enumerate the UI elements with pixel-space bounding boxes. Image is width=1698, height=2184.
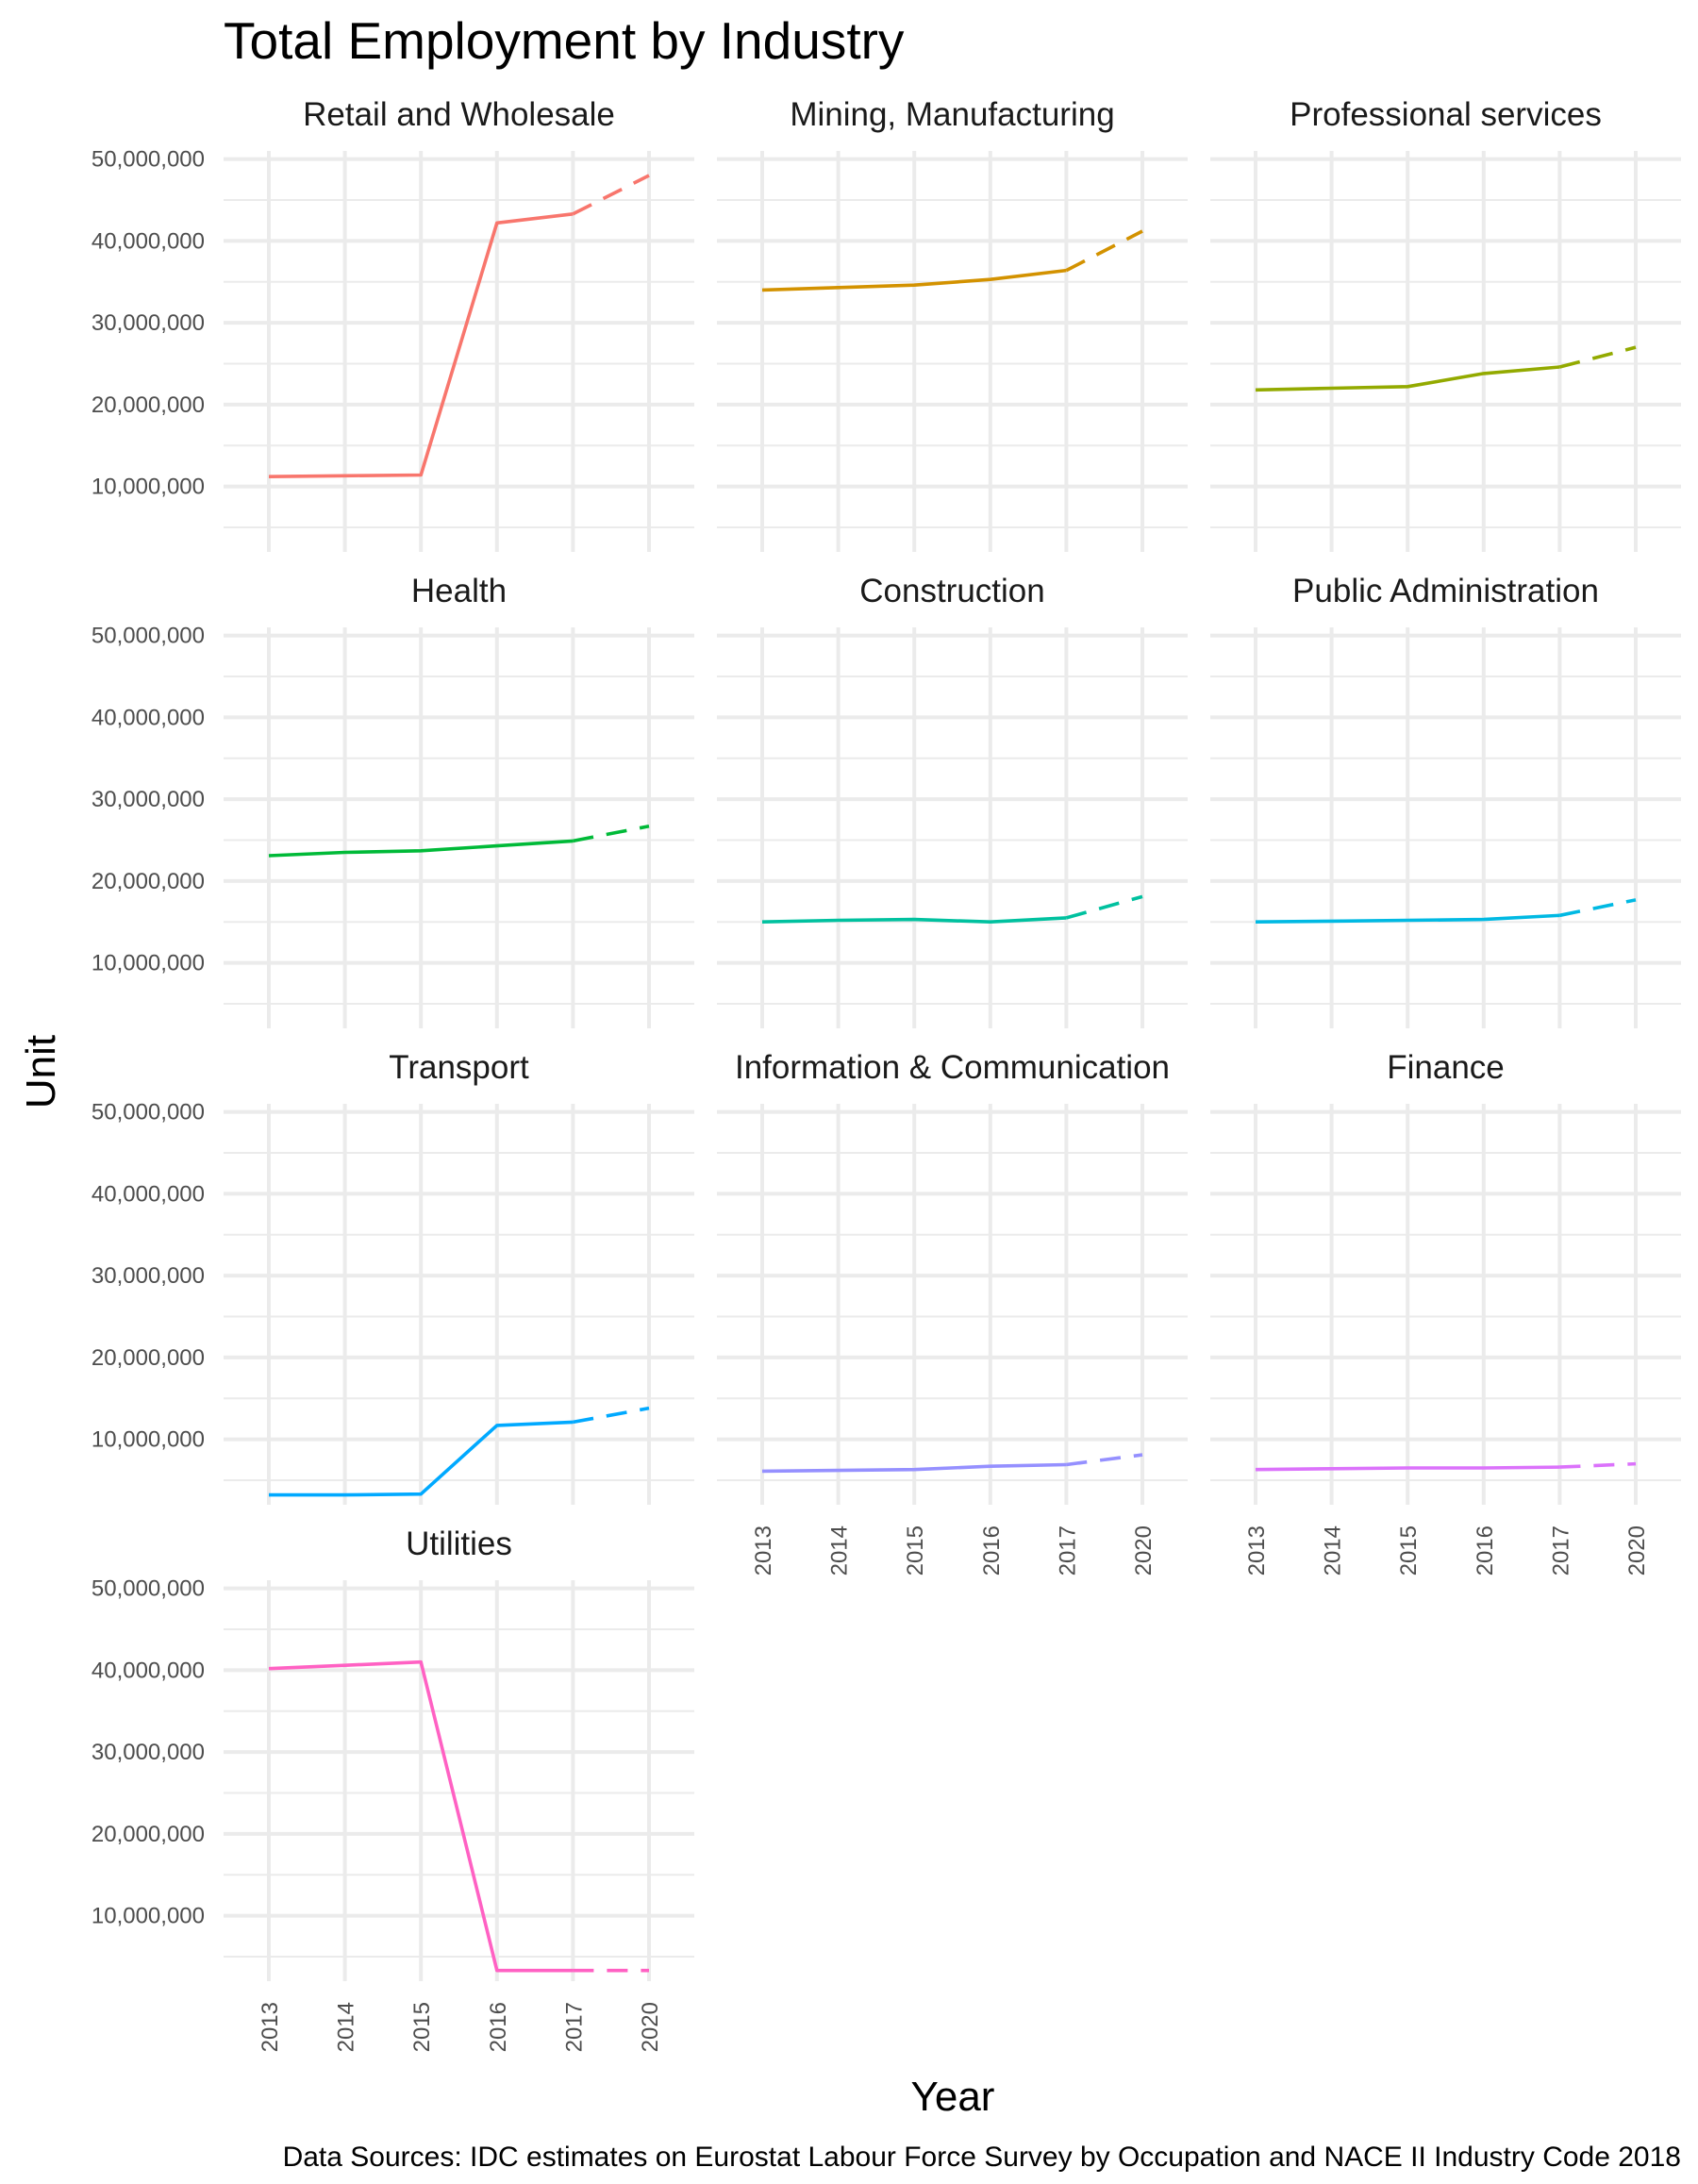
series-line-retail-and-wholesale bbox=[268, 212, 574, 478]
y-tick-label: 20,000,000 bbox=[92, 869, 205, 894]
x-tick-label: 2013 bbox=[258, 2002, 283, 2052]
series-projection-professional-services bbox=[1558, 345, 1637, 369]
y-tick-label: 20,000,000 bbox=[92, 1822, 205, 1847]
facet-title: Finance bbox=[1387, 1049, 1505, 1086]
y-tick-label: 10,000,000 bbox=[92, 1904, 205, 1929]
facet-title: Information & Communication bbox=[735, 1049, 1170, 1086]
x-tick-label: 2015 bbox=[409, 2002, 435, 2052]
x-tick-label: 2013 bbox=[1244, 1525, 1270, 1575]
y-tick-label: 50,000,000 bbox=[92, 624, 205, 649]
x-tick-label: 2020 bbox=[1131, 1525, 1157, 1575]
facet-title: Utilities bbox=[406, 1525, 512, 1562]
series-projection-health bbox=[573, 824, 650, 843]
panel-health: Health 10,000,000 20,000,000 30,000,000 40,0… bbox=[92, 573, 694, 1028]
y-tick-label: 30,000,000 bbox=[92, 1263, 205, 1289]
x-tick-label: 2015 bbox=[903, 1525, 928, 1575]
series-line-information-communication bbox=[761, 1462, 1067, 1474]
y-tick-label: 30,000,000 bbox=[92, 1740, 205, 1765]
x-tick-label: 2014 bbox=[1321, 1525, 1346, 1575]
series-line-public-administration bbox=[1255, 913, 1560, 924]
y-tick-label: 40,000,000 bbox=[92, 705, 205, 730]
y-tick-label: 10,000,000 bbox=[92, 475, 205, 500]
facet-title: Professional services bbox=[1290, 96, 1602, 133]
series-projection-finance bbox=[1559, 1461, 1637, 1469]
series-projection-information-communication bbox=[1066, 1453, 1143, 1467]
x-tick-label: 2014 bbox=[334, 2002, 359, 2052]
panel-utilities: Utilities 10,000,000 20,000,000 30,000,000 4… bbox=[92, 1525, 694, 2052]
series-projection-transport bbox=[573, 1406, 650, 1425]
facet-title: Construction bbox=[859, 573, 1044, 609]
y-tick-label: 50,000,000 bbox=[92, 1576, 205, 1602]
series-projection-retail-and-wholesale bbox=[572, 174, 650, 216]
y-axis-title: Unit bbox=[18, 1035, 64, 1109]
y-tick-label: 40,000,000 bbox=[92, 1658, 205, 1683]
y-tick-label: 40,000,000 bbox=[92, 228, 205, 254]
y-tick-label: 20,000,000 bbox=[92, 392, 205, 418]
facet-title: Retail and Wholesale bbox=[303, 96, 615, 133]
panel-construction: Construction bbox=[717, 573, 1188, 1028]
panel-mining-manufacturing: Mining, Manufacturing bbox=[717, 96, 1188, 552]
chart-title: Total Employment by Industry bbox=[224, 11, 905, 70]
y-tick-label: 50,000,000 bbox=[92, 1100, 205, 1125]
facet-title: Transport bbox=[389, 1049, 529, 1086]
panel-public-administration: Public Administration bbox=[1210, 573, 1681, 1028]
panel-finance: Finance 2013 2014 2015 2016 2017 2020 bbox=[1210, 1049, 1681, 1575]
series-line-utilities bbox=[268, 1659, 574, 1973]
x-tick-label: 2017 bbox=[1055, 1525, 1080, 1575]
x-tick-label: 2017 bbox=[561, 2002, 587, 2052]
series-line-health bbox=[268, 839, 574, 858]
x-tick-label: 2016 bbox=[979, 1525, 1005, 1575]
x-axis-title: Year bbox=[911, 2074, 995, 2120]
y-tick-label: 30,000,000 bbox=[92, 787, 205, 812]
facet-panels: Retail and Wholesale 10,000,000 20,000,000… bbox=[92, 96, 1681, 2052]
series-projection-mining-manufacturing bbox=[1065, 229, 1143, 273]
y-tick-label: 20,000,000 bbox=[92, 1345, 205, 1371]
x-tick-label: 2014 bbox=[827, 1525, 853, 1575]
y-tick-label: 10,000,000 bbox=[92, 1427, 205, 1453]
facet-title: Public Administration bbox=[1292, 573, 1599, 609]
series-line-construction bbox=[761, 916, 1067, 925]
x-tick-label: 2015 bbox=[1396, 1525, 1422, 1575]
x-tick-label: 2016 bbox=[1473, 1525, 1498, 1575]
series-projection-public-administration bbox=[1559, 898, 1637, 918]
y-tick-label: 40,000,000 bbox=[92, 1181, 205, 1207]
series-line-mining-manufacturing bbox=[761, 268, 1067, 292]
series-line-professional-services bbox=[1255, 365, 1560, 392]
x-tick-label: 2013 bbox=[751, 1525, 776, 1575]
y-tick-label: 10,000,000 bbox=[92, 951, 205, 976]
facet-title: Health bbox=[411, 573, 507, 609]
series-projection-construction bbox=[1065, 894, 1143, 920]
series-line-finance bbox=[1255, 1465, 1560, 1472]
panel-professional-services: Professional services bbox=[1210, 96, 1681, 552]
chart-caption: Data Sources: IDC estimates on Eurostat … bbox=[283, 2142, 1681, 2173]
y-tick-label: 50,000,000 bbox=[92, 147, 205, 173]
series-line-transport bbox=[269, 1420, 574, 1497]
panel-transport: Transport 10,000,000 20,000,000 30,000,000 4… bbox=[92, 1049, 694, 1505]
x-tick-label: 2020 bbox=[638, 2002, 663, 2052]
panel-information-communication: Information & Communication 2013 2014 2015 2… bbox=[717, 1049, 1188, 1575]
x-tick-label: 2016 bbox=[486, 2002, 511, 2052]
x-tick-label: 2020 bbox=[1624, 1525, 1650, 1575]
x-tick-label: 2017 bbox=[1548, 1525, 1573, 1575]
panel-retail-and-wholesale: Retail and Wholesale 10,000,000 20,000,000… bbox=[92, 96, 694, 552]
y-tick-label: 30,000,000 bbox=[92, 310, 205, 336]
facet-title: Mining, Manufacturing bbox=[790, 96, 1114, 133]
